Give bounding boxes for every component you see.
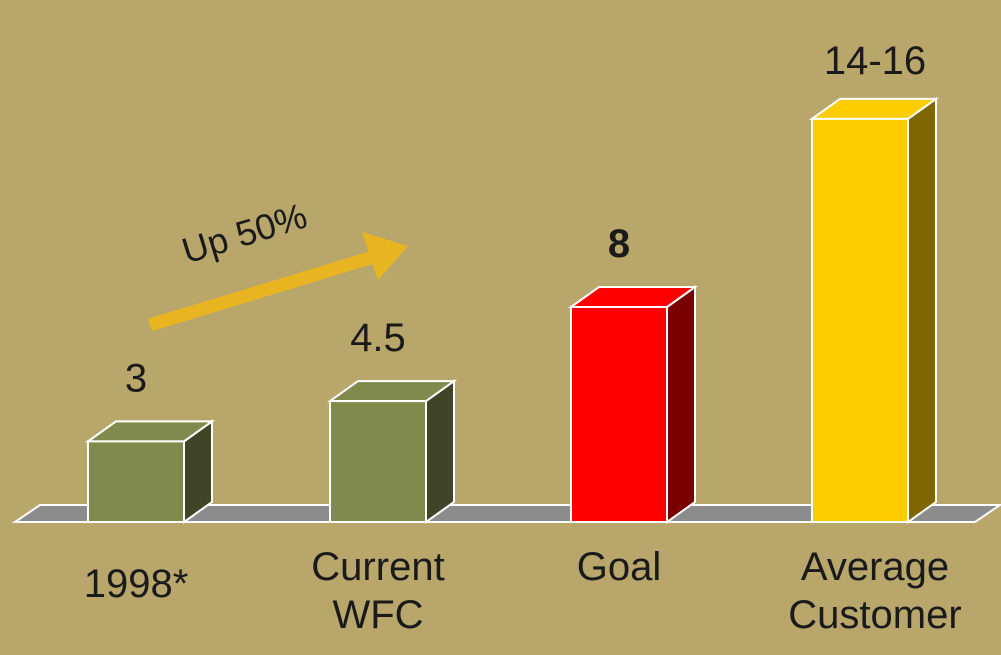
- bar: [812, 119, 908, 522]
- annotation: Up 50%: [177, 195, 311, 272]
- x-tick-label: Goal: [504, 543, 734, 591]
- bar: [330, 401, 426, 522]
- bar: [571, 307, 667, 522]
- bar-side: [667, 287, 695, 522]
- bar-side: [908, 99, 936, 522]
- value-label: 3: [125, 356, 147, 400]
- x-tick-label: Average Customer: [775, 543, 975, 639]
- arrow-shaft: [150, 255, 380, 325]
- bar: [88, 441, 184, 522]
- value-label: 14-16: [824, 39, 926, 83]
- bar-side: [426, 381, 454, 522]
- value-label: 8: [608, 222, 630, 266]
- x-tick-label: 1998*: [21, 560, 251, 608]
- x-tick-label: Current WFC: [303, 543, 453, 639]
- slide: {"chart_data": {"type": "bar3d", "catego…: [0, 0, 1001, 655]
- value-label: 4.5: [350, 316, 406, 360]
